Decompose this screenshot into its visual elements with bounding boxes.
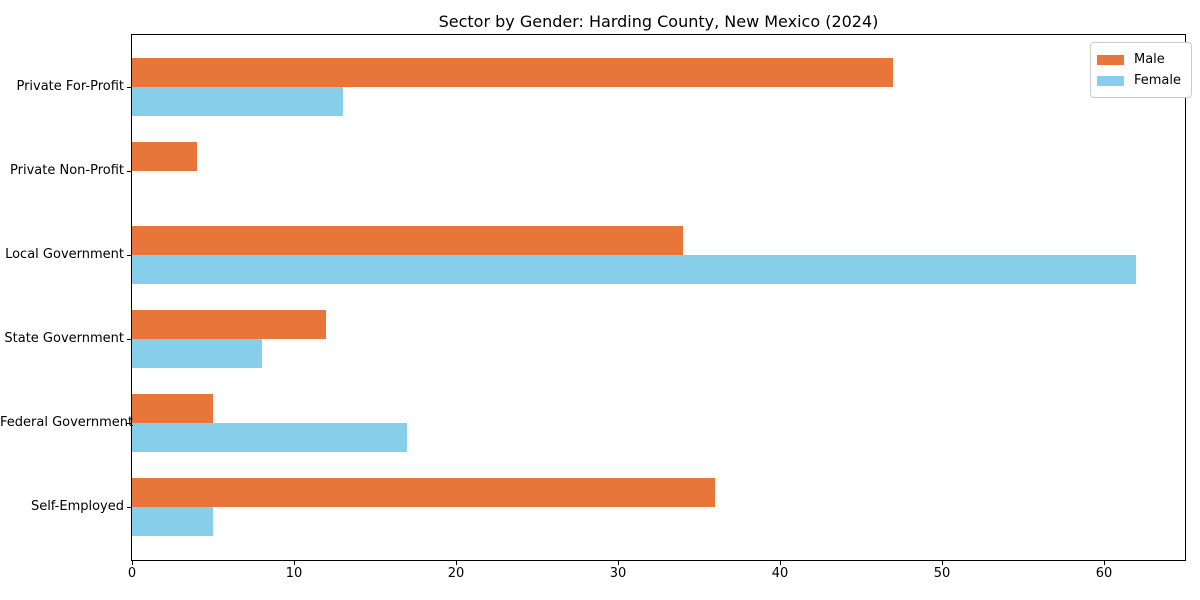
legend: Male Female — [1090, 42, 1193, 98]
x-tick-label-60: 60 — [1095, 566, 1113, 581]
x-tick-mark-10 — [293, 561, 295, 565]
chart-title: Sector by Gender: Harding County, New Me… — [438, 12, 879, 31]
legend-item-female: Female — [1097, 70, 1181, 91]
bar-female-self-employed — [132, 507, 213, 536]
y-tick-mark-self-employed — [127, 506, 131, 508]
y-category-label-private-non-profit: Private Non-Profit — [10, 163, 124, 178]
x-tick-label-30: 30 — [609, 566, 627, 581]
y-tick-mark-private-non-profit — [127, 170, 131, 172]
bar-female-local-government — [132, 255, 1137, 284]
x-tick-mark-20 — [455, 561, 457, 565]
legend-label-male: Male — [1134, 51, 1165, 67]
legend-swatch-male — [1097, 54, 1124, 65]
bar-male-private-for-profit — [132, 58, 894, 87]
bar-male-state-government — [132, 310, 327, 339]
y-tick-mark-state-government — [127, 338, 131, 340]
x-tick-label-0: 0 — [127, 566, 137, 581]
y-category-label-private-for-profit: Private For-Profit — [16, 79, 124, 94]
bar-female-federal-government — [132, 423, 408, 452]
x-tick-mark-50 — [941, 561, 943, 565]
x-tick-mark-0 — [131, 561, 133, 565]
x-tick-label-50: 50 — [933, 566, 951, 581]
y-tick-mark-private-for-profit — [127, 86, 131, 88]
legend-item-male: Male — [1097, 49, 1181, 70]
bar-male-self-employed — [132, 478, 716, 507]
plot-area: Male Female — [131, 34, 1193, 561]
y-tick-mark-federal-government — [127, 422, 131, 424]
x-tick-label-40: 40 — [771, 566, 789, 581]
x-tick-label-20: 20 — [447, 566, 465, 581]
y-category-label-self-employed: Self-Employed — [30, 499, 124, 514]
legend-label-female: Female — [1134, 72, 1182, 88]
y-category-label-local-government: Local Government — [5, 247, 124, 262]
bar-male-local-government — [132, 226, 683, 255]
y-category-label-state-government: State Government — [4, 331, 124, 346]
bar-male-federal-government — [132, 394, 213, 423]
y-category-label-federal-government: Federal Government — [0, 415, 134, 430]
y-tick-mark-local-government — [127, 254, 131, 256]
x-tick-mark-30 — [617, 561, 619, 565]
x-tick-label-10: 10 — [285, 566, 303, 581]
bar-female-state-government — [132, 339, 262, 368]
bar-male-private-non-profit — [132, 142, 197, 171]
legend-swatch-female — [1097, 75, 1124, 86]
bar-female-private-for-profit — [132, 87, 343, 116]
x-tick-mark-60 — [1103, 561, 1105, 565]
x-tick-mark-40 — [779, 561, 781, 565]
